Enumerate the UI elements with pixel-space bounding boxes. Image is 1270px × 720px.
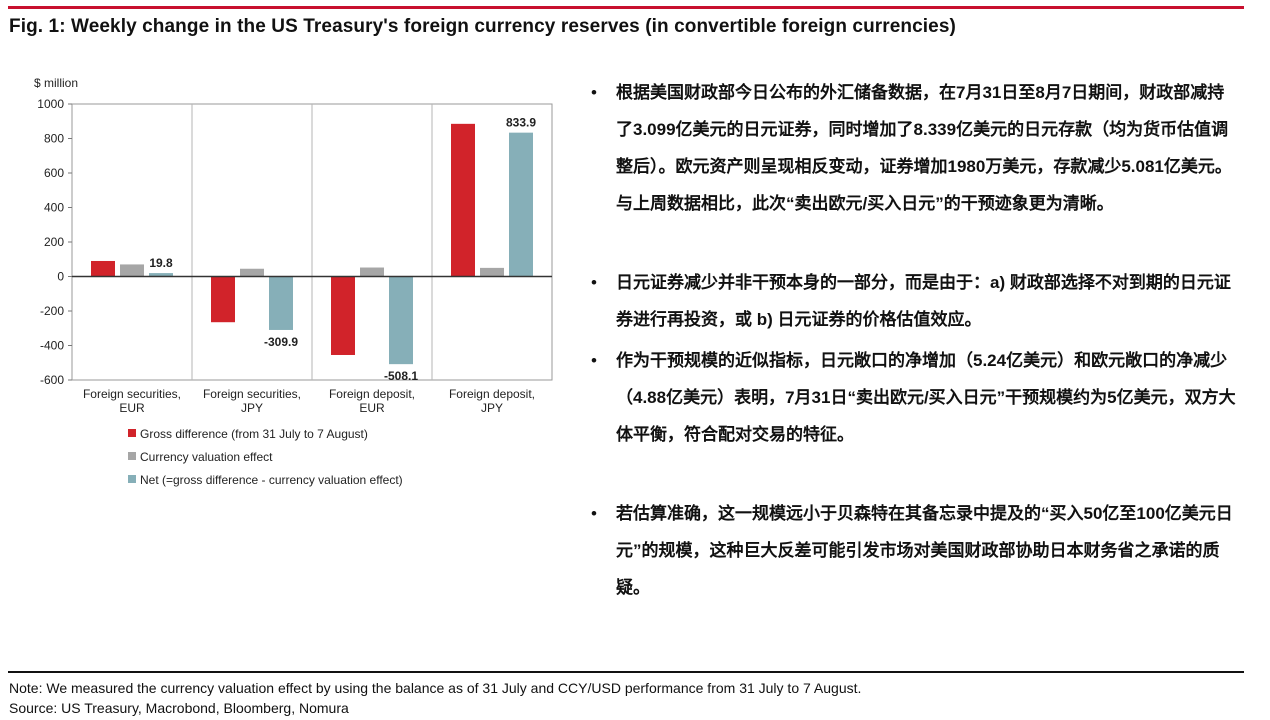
bullet-text: 若估算准确，这一规模远小于贝森特在其备忘录中提及的“买入50亿至100亿美元日元… [616, 504, 1233, 597]
legend-label: Net (=gross difference - currency valuat… [140, 473, 403, 487]
legend-swatch [128, 429, 136, 437]
x-category-label: Foreign deposit, [449, 387, 535, 401]
legend-label: Gross difference (from 31 July to 7 Augu… [140, 427, 368, 441]
y-tick-label: -600 [40, 373, 64, 387]
bar [149, 273, 173, 277]
y-tick-label: 800 [44, 132, 64, 146]
y-tick-label: -400 [40, 339, 64, 353]
x-category-label: Foreign securities, [83, 387, 181, 401]
plot-area: 1000 800 600 400 200 0 -200 -400 -600 19.8 -309.9 -… [37, 97, 553, 415]
x-category-label: Foreign deposit, [329, 387, 415, 401]
y-tick-label: 1000 [37, 97, 64, 111]
bar [451, 123, 475, 277]
bullet-text: 日元证券减少并非干预本身的一部分，而是由于：a) 财政部选择不对到期的日元证券进… [616, 273, 1231, 329]
bar [91, 260, 115, 277]
figure-title: Fig. 1: Weekly change in the US Treasury… [9, 16, 956, 37]
bullet-marker: • [591, 504, 597, 523]
data-label: 833.9 [506, 116, 536, 130]
bottom-rule [8, 671, 1244, 673]
bar [269, 276, 293, 330]
y-tick-label: -200 [40, 304, 64, 318]
x-category-label: JPY [481, 401, 503, 415]
data-label: 19.8 [149, 256, 173, 270]
bar [480, 267, 504, 277]
chart-legend: Gross difference (from 31 July to 7 Augu… [128, 427, 403, 487]
y-tick-label: 600 [44, 166, 64, 180]
y-tick-label: 0 [57, 270, 64, 284]
x-category-label: EUR [119, 401, 145, 415]
bullet-item: • 根据美国财政部今日公布的外汇储备数据，在7月31日至8月7日期间，财政部减持… [590, 74, 1240, 222]
bar [389, 276, 413, 365]
data-label: -309.9 [264, 335, 298, 349]
bullet-item: • 作为干预规模的近似指标，日元敞口的净增加（5.24亿美元）和欧元敞口的净减少… [590, 342, 1240, 453]
bullet-marker: • [591, 83, 597, 102]
x-category-label: EUR [359, 401, 385, 415]
bullet-text: 作为干预规模的近似指标，日元敞口的净增加（5.24亿美元）和欧元敞口的净减少（4… [616, 351, 1236, 444]
source-line: Source: US Treasury, Macrobond, Bloomber… [9, 700, 349, 716]
x-category-label: JPY [241, 401, 263, 415]
commentary-bullets: • 根据美国财政部今日公布的外汇储备数据，在7月31日至8月7日期间，财政部减持… [590, 74, 1240, 606]
bar [360, 267, 384, 277]
bar-chart: $ million 10008006004002000-200-400-6001… [34, 76, 553, 487]
bullet-marker: • [591, 351, 597, 370]
y-axis-unit-label: $ million [34, 76, 78, 90]
legend-swatch [128, 475, 136, 483]
legend-swatch [128, 452, 136, 460]
footnote: Note: We measured the currency valuation… [9, 680, 862, 696]
spacer [590, 453, 1240, 495]
bullet-item: • 若估算准确，这一规模远小于贝森特在其备忘录中提及的“买入50亿至100亿美元… [590, 495, 1240, 606]
bullet-item: • 日元证券减少并非干预本身的一部分，而是由于：a) 财政部选择不对到期的日元证… [590, 264, 1240, 338]
data-label: -508.1 [384, 369, 418, 383]
legend-label: Currency valuation effect [140, 450, 273, 464]
bar [240, 268, 264, 277]
spacer [590, 222, 1240, 264]
bar [120, 264, 144, 277]
bullet-marker: • [591, 273, 597, 292]
top-red-rule [8, 6, 1244, 9]
bullet-text: 根据美国财政部今日公布的外汇储备数据，在7月31日至8月7日期间，财政部减持了3… [616, 83, 1232, 213]
x-category-label: Foreign securities, [203, 387, 301, 401]
bar [211, 276, 235, 323]
bar [331, 276, 355, 355]
bar [509, 132, 533, 277]
y-tick-label: 200 [44, 235, 64, 249]
y-tick-label: 400 [44, 201, 64, 215]
